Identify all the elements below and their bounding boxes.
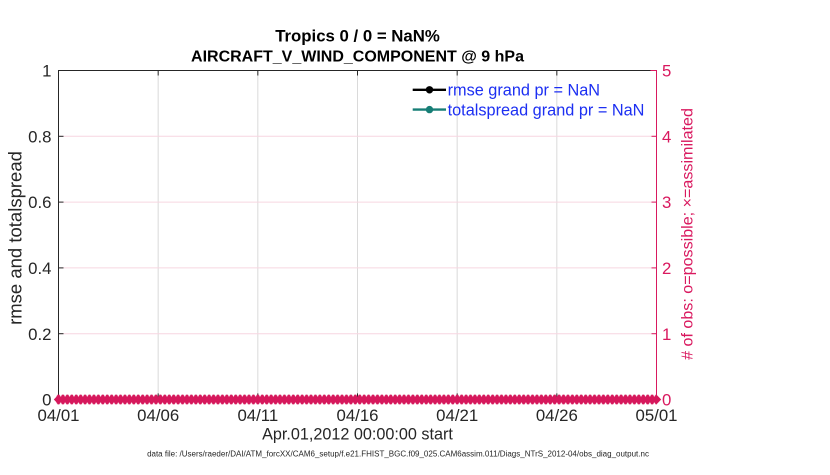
- svg-text:totalspread grand pr = NaN: totalspread grand pr = NaN: [448, 101, 645, 119]
- svg-text:0.2: 0.2: [28, 325, 51, 344]
- svg-text:Tropics 0 / 0 = NaN%: Tropics 0 / 0 = NaN%: [275, 26, 440, 45]
- svg-text:04/16: 04/16: [337, 406, 379, 425]
- svg-text:3: 3: [662, 193, 671, 212]
- svg-text:04/06: 04/06: [137, 406, 179, 425]
- svg-text:1: 1: [662, 325, 671, 344]
- svg-text:rmse grand pr = NaN: rmse grand pr = NaN: [448, 82, 600, 100]
- svg-text:rmse and totalspread: rmse and totalspread: [5, 151, 26, 325]
- svg-text:4: 4: [662, 127, 671, 146]
- svg-text:04/21: 04/21: [436, 406, 478, 425]
- svg-text:0.6: 0.6: [28, 193, 51, 212]
- svg-text:2: 2: [662, 259, 671, 278]
- svg-text:AIRCRAFT_V_WIND_COMPONENT @ 9: AIRCRAFT_V_WIND_COMPONENT @ 9 hPa: [191, 49, 524, 66]
- svg-text:# of obs: o=possible; ×=assimi: # of obs: o=possible; ×=assimilated: [679, 108, 697, 360]
- svg-text:0.8: 0.8: [28, 127, 51, 146]
- svg-text:1: 1: [42, 62, 51, 81]
- svg-text:04/11: 04/11: [237, 406, 278, 425]
- svg-text:5: 5: [662, 62, 671, 81]
- svg-text:data file: /Users/raeder/DAI/A: data file: /Users/raeder/DAI/ATM_forcXX/…: [147, 450, 649, 459]
- svg-text:Apr.01,2012 00:00:00 start: Apr.01,2012 00:00:00 start: [262, 426, 453, 444]
- svg-text:05/01: 05/01: [636, 406, 678, 425]
- svg-text:0.4: 0.4: [28, 259, 51, 278]
- svg-text:04/01: 04/01: [38, 406, 80, 425]
- svg-text:0: 0: [662, 391, 671, 410]
- svg-text:04/26: 04/26: [536, 406, 578, 425]
- svg-text:0: 0: [42, 391, 51, 410]
